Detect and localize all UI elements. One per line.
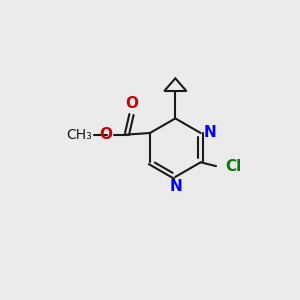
Text: N: N [170,179,182,194]
Text: CH₃: CH₃ [67,128,92,142]
Text: N: N [204,125,217,140]
Text: O: O [99,127,112,142]
Text: Cl: Cl [225,159,242,174]
Text: O: O [125,96,138,111]
